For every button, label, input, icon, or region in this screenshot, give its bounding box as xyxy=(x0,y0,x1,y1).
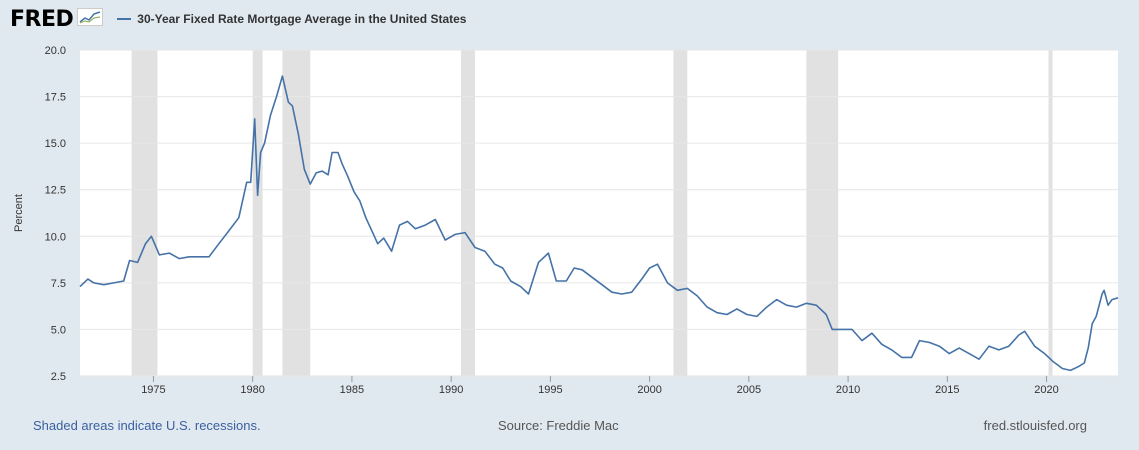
chart: 2.55.07.510.012.515.017.520.0 1975 1980 19… xyxy=(13,45,1119,396)
x-axis: 1975 1980 1985 1990 1995 2000 2005 2010 2015 2020 xyxy=(141,376,1059,396)
x-tick-label: 2005 xyxy=(737,384,761,396)
y-tick-label: 12.5 xyxy=(45,185,66,197)
y-tick-label: 7.5 xyxy=(51,278,66,290)
x-tick-label: 2000 xyxy=(637,384,661,396)
y-tick-label: 10.0 xyxy=(45,231,66,243)
site-link[interactable]: fred.stlouisfed.org xyxy=(983,418,1087,433)
recession-band xyxy=(131,50,158,376)
x-tick-label: 2015 xyxy=(935,384,959,396)
y-axis: 2.5 5.0 7.5 10.0 12.5 15.0 17.5 20.0 xyxy=(45,45,66,383)
recession-band xyxy=(282,50,311,376)
x-tick-label: 1995 xyxy=(538,384,562,396)
x-tick-label: 1985 xyxy=(340,384,364,396)
recession-note[interactable]: Shaded areas indicate U.S. recessions. xyxy=(33,418,261,433)
recession-band xyxy=(252,50,263,376)
x-tick-label: 1990 xyxy=(439,384,463,396)
x-tick-label: 1980 xyxy=(240,384,264,396)
plot-area xyxy=(80,50,1118,376)
x-tick-label: 2010 xyxy=(836,384,860,396)
series-line xyxy=(79,75,1119,372)
y-tick-label: 5.0 xyxy=(51,324,66,336)
x-tick-label: 2020 xyxy=(1034,384,1058,396)
header: FRED 30-Year Fixed Rate Mortgage Average… xyxy=(10,6,466,32)
recession-band xyxy=(461,50,475,376)
legend-swatch xyxy=(117,18,132,20)
y-tick-label: 2.5 xyxy=(51,371,66,383)
recession-band xyxy=(1048,50,1053,376)
legend-label[interactable]: 30-Year Fixed Rate Mortgage Average in t… xyxy=(137,12,467,26)
y-tick-label: 17.5 xyxy=(45,92,66,104)
y-tick-label: 15.0 xyxy=(45,138,66,150)
recession-band xyxy=(673,50,688,376)
y-tick-label: 20.0 xyxy=(45,45,66,57)
x-tick-label: 1975 xyxy=(141,384,165,396)
y-axis-label: Percent xyxy=(13,194,25,232)
legend: 30-Year Fixed Rate Mortgage Average in t… xyxy=(117,12,466,26)
logo-graph-icon xyxy=(77,7,104,31)
recession-band xyxy=(806,50,839,376)
fred-logo[interactable]: FRED xyxy=(10,6,74,32)
source-note: Source: Freddie Mac xyxy=(498,418,619,433)
recession-bands xyxy=(131,50,1053,376)
